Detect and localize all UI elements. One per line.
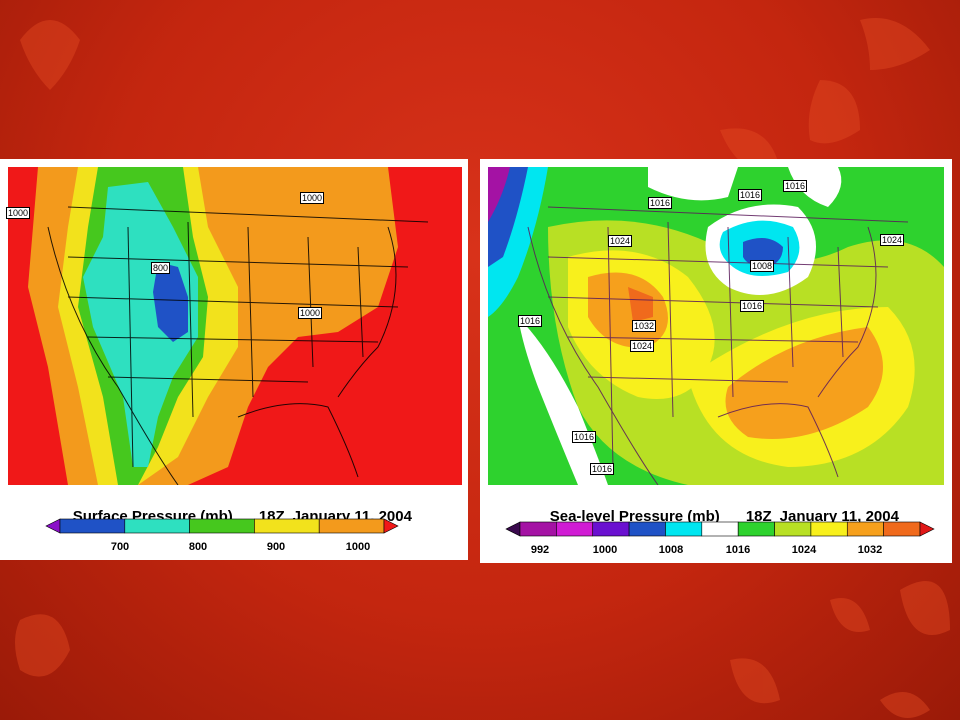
map-time: 18Z xyxy=(745,508,772,525)
colorbar-swatch xyxy=(628,521,666,537)
colorbar: 992 1000 1008 1016 1024 1032 xyxy=(480,517,952,556)
colorbar-label: 1000 xyxy=(592,544,618,556)
contour-label: 800 xyxy=(151,262,171,274)
colorbar-swatch xyxy=(592,521,630,537)
contour-label: 1000 xyxy=(300,192,325,204)
colorbar-swatches xyxy=(45,518,399,534)
contour-label: 1016 xyxy=(648,197,673,209)
contour-label: 1000 xyxy=(298,307,323,319)
colorbar-label: 800 xyxy=(188,541,208,553)
leaf-shape xyxy=(880,692,930,718)
colorbar-swatch xyxy=(665,521,703,537)
contour-label: 1016 xyxy=(738,189,763,201)
colorbar-swatch xyxy=(737,521,775,537)
colorbar-swatch xyxy=(318,518,385,534)
contour-label: 1008 xyxy=(750,260,775,272)
contour-label: 1016 xyxy=(740,300,765,312)
map-caption: Sea-level Pressure (mb) 18Z January 11, 20… xyxy=(480,491,952,542)
colorbar-swatch xyxy=(519,521,557,537)
leaf-shape xyxy=(860,18,930,70)
colorbar-swatch xyxy=(883,521,921,537)
contour-label: 1016 xyxy=(590,463,615,475)
colorbar-swatches xyxy=(505,521,935,537)
colorbar-swatch xyxy=(810,521,848,537)
colorbar-arrow-left xyxy=(45,518,61,534)
contour-label: 1032 xyxy=(632,320,657,332)
contour-label: 1000 xyxy=(6,207,31,219)
contour-label: 1024 xyxy=(608,235,633,247)
colorbar-arrow-right xyxy=(919,521,935,537)
colorbar-swatch xyxy=(774,521,812,537)
surface-pressure-map: 1000 800 1000 1000 xyxy=(6,167,462,485)
leaf-shape xyxy=(808,80,860,144)
contour-label: 1024 xyxy=(630,340,655,352)
colorbar-label: 1000 xyxy=(345,541,371,553)
colorbar: 700 800 900 1000 xyxy=(0,514,468,553)
contour-label: 1016 xyxy=(783,180,808,192)
colorbar-label: 1008 xyxy=(658,544,684,556)
leaf-shape xyxy=(15,614,70,677)
sea-level-pressure-map: 1016 1016 1016 1024 1024 1016 1008 1016 … xyxy=(488,167,944,485)
colorbar-label: 1032 xyxy=(857,544,883,556)
colorbar-arrow-right xyxy=(383,518,399,534)
leaf-shape xyxy=(830,598,870,632)
colorbar-label: 1024 xyxy=(791,544,817,556)
colorbar-arrow-left xyxy=(505,521,521,537)
colorbar-swatch xyxy=(701,521,739,537)
colorbar-swatch xyxy=(124,518,190,534)
leaf-shape xyxy=(730,658,780,704)
colorbar-label: 1016 xyxy=(725,544,751,556)
leaf-shape xyxy=(900,581,950,635)
colorbar-swatch xyxy=(846,521,884,537)
colorbar-swatch xyxy=(254,518,320,534)
map-date: January 11, 2004 xyxy=(779,508,899,525)
colorbar-label: 900 xyxy=(266,541,286,553)
contour-label: 1016 xyxy=(572,431,597,443)
contour-label: 1024 xyxy=(880,234,905,246)
leaf-shape xyxy=(20,20,80,90)
colorbar-swatch xyxy=(556,521,594,537)
contour-label: 1016 xyxy=(518,315,543,327)
colorbar-swatch xyxy=(189,518,255,534)
colorbar-swatch xyxy=(59,518,126,534)
surface-pressure-panel: 1000 800 1000 1000 Surface Pressure (mb)… xyxy=(0,159,468,560)
sea-level-pressure-panel: 1016 1016 1016 1024 1024 1016 1008 1016 … xyxy=(480,159,952,563)
colorbar-label: 992 xyxy=(530,544,550,556)
colorbar-label: 700 xyxy=(110,541,130,553)
map-title: Sea-level Pressure (mb) xyxy=(549,508,720,525)
